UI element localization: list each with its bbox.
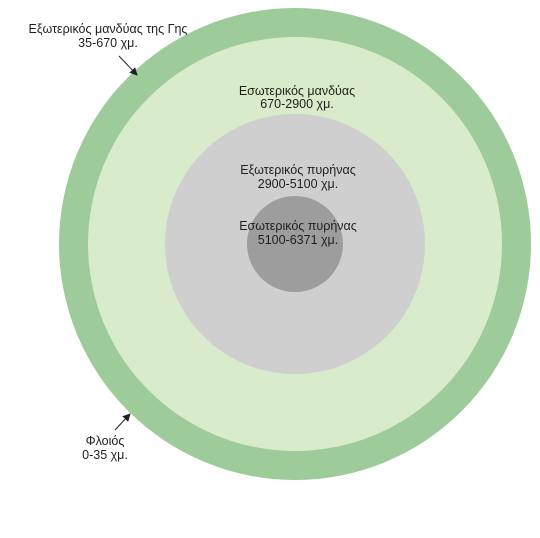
inner-core-disc xyxy=(247,196,343,292)
inner-mantle-name: Εσωτερικός μανδύας xyxy=(239,84,355,98)
inner-core-range: 5100-6371 χμ. xyxy=(258,233,339,247)
outer-mantle-pointer-arrow xyxy=(118,55,138,76)
outer-core-range: 2900-5100 χμ. xyxy=(258,177,339,191)
inner-mantle-range: 670-2900 χμ. xyxy=(260,97,334,111)
inner-core-name: Εσωτερικός πυρήνας xyxy=(239,219,357,233)
crust-name: Φλοιός xyxy=(86,434,125,448)
crust-range: 0-35 χμ. xyxy=(82,448,128,462)
outer-mantle-range: 35-670 χμ. xyxy=(78,36,138,50)
outer-mantle-name: Εξωτερικός μανδύας της Γης xyxy=(29,22,188,36)
crust-pointer-arrow xyxy=(114,413,131,431)
outer-core-name: Εξωτερικός πυρήνας xyxy=(240,163,356,177)
